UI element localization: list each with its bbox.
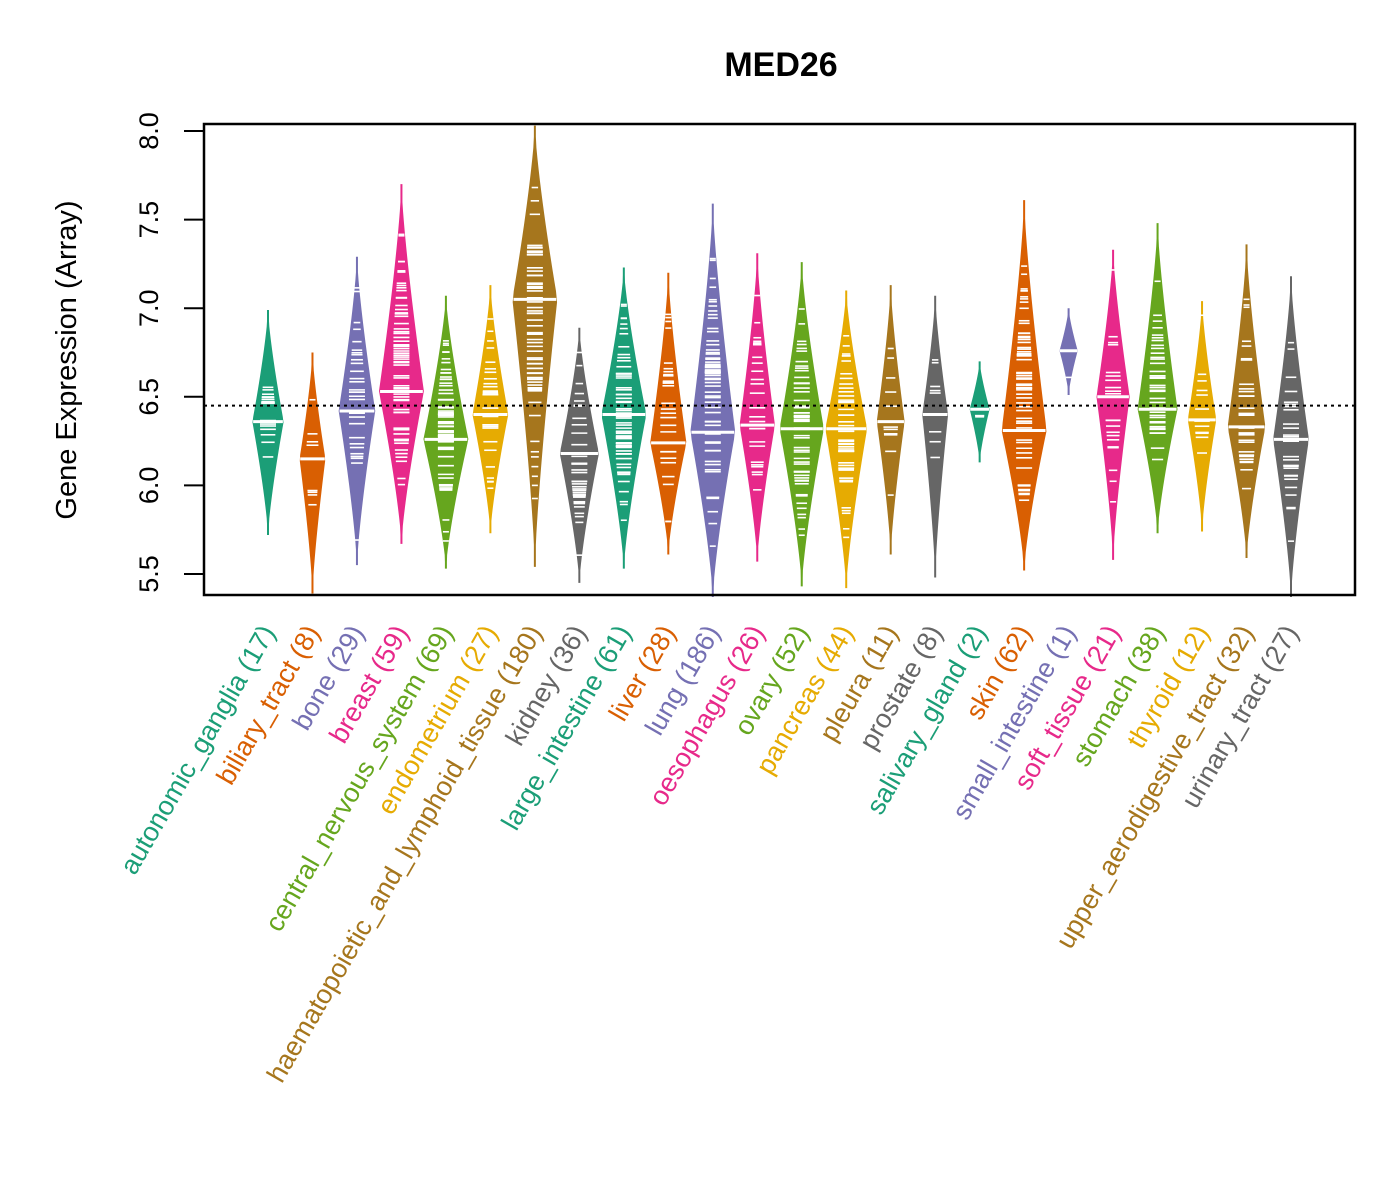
violin-lung bbox=[690, 203, 735, 598]
violin-body bbox=[876, 285, 905, 555]
violin-thyroid bbox=[1188, 301, 1216, 532]
y-axis: 5.5 6.0 6.5 7.0 7.5 8.0 bbox=[134, 112, 204, 593]
y-tick-label: 7.0 bbox=[134, 289, 164, 327]
violin-breast bbox=[379, 184, 424, 544]
violin-salivary-gland bbox=[969, 361, 990, 463]
violin-body bbox=[560, 327, 599, 583]
violin-small-intestine bbox=[1059, 308, 1078, 396]
violin-body bbox=[922, 295, 949, 578]
y-tick-label: 5.5 bbox=[134, 555, 164, 593]
violin-soft-tissue bbox=[1096, 249, 1130, 560]
violin-body bbox=[1188, 301, 1216, 532]
violin-autonomic-ganglia bbox=[252, 309, 284, 536]
violin-bone bbox=[338, 256, 376, 566]
violin-pancreas bbox=[825, 290, 867, 589]
violin-endometrium bbox=[472, 285, 509, 534]
violin-ovary bbox=[780, 262, 824, 587]
violin-body bbox=[690, 203, 735, 598]
violin-kidney bbox=[560, 327, 599, 583]
violin-body bbox=[1096, 249, 1130, 560]
plot-frame bbox=[202, 122, 1357, 597]
violin-urinary-tract bbox=[1273, 276, 1309, 598]
violin-large-intestine bbox=[601, 267, 646, 569]
violin-body bbox=[780, 262, 824, 587]
y-axis-label: Gene Expression (Array) bbox=[51, 200, 83, 519]
y-tick-label: 6.0 bbox=[134, 467, 164, 505]
violin-prostate bbox=[922, 295, 949, 578]
violin-liver bbox=[650, 272, 687, 555]
violin-skin bbox=[1001, 200, 1047, 571]
violin-biliary-tract bbox=[299, 352, 326, 594]
violin-upper-aerodigestive-tract bbox=[1227, 244, 1266, 559]
violin-stomach bbox=[1137, 223, 1178, 534]
violin-body bbox=[299, 352, 326, 594]
x-axis-labels: autonomic_ganglia (17)biliary_tract (8)b… bbox=[114, 620, 1304, 1087]
y-tick-label: 8.0 bbox=[134, 112, 164, 150]
violin-central-nervous-system bbox=[423, 295, 469, 569]
violins-layer bbox=[252, 125, 1309, 598]
violin-haematopoietic-and-lymphoid-tissue bbox=[512, 125, 558, 567]
violin-body bbox=[379, 184, 424, 544]
y-tick-label: 7.5 bbox=[134, 201, 164, 239]
chart-title: MED26 bbox=[724, 46, 837, 84]
violin-body bbox=[969, 361, 990, 463]
violin-body bbox=[472, 285, 509, 534]
violin-pleura bbox=[876, 285, 905, 555]
violin-oesophagus bbox=[739, 253, 775, 562]
violin-body bbox=[1227, 244, 1266, 559]
y-tick-label: 6.5 bbox=[134, 378, 164, 416]
